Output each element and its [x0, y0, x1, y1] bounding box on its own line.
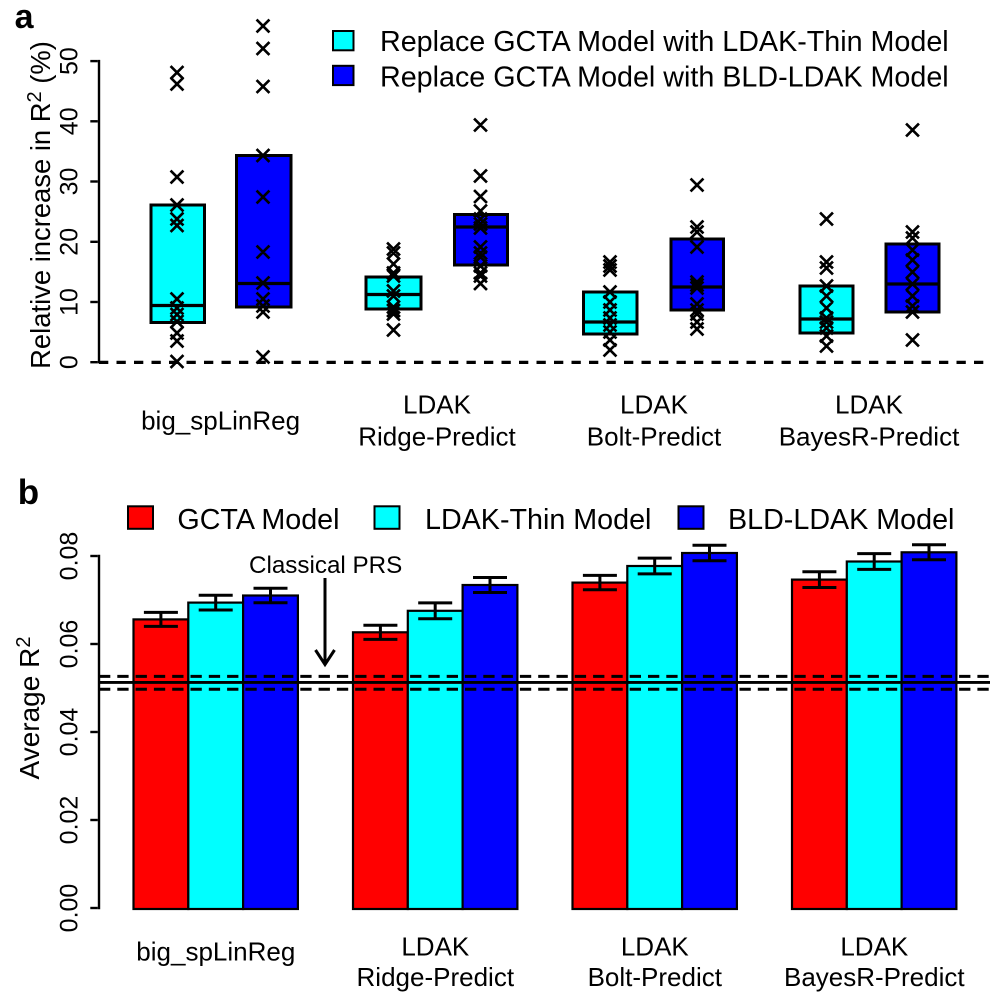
svg-text:LDAK: LDAK — [621, 932, 690, 962]
svg-text:LDAK: LDAK — [835, 390, 904, 420]
svg-text:0.00: 0.00 — [55, 884, 83, 933]
svg-text:GCTA Model: GCTA Model — [177, 504, 339, 536]
svg-text:Ridge-Predict: Ridge-Predict — [357, 962, 515, 992]
svg-text:0: 0 — [55, 355, 83, 369]
svg-text:a: a — [15, 0, 35, 36]
svg-text:Replace GCTA Model with BLD-LD: Replace GCTA Model with BLD-LDAK Model — [380, 62, 949, 94]
svg-text:LDAK: LDAK — [620, 390, 689, 420]
svg-text:10: 10 — [55, 288, 83, 316]
svg-text:BLD-LDAK Model: BLD-LDAK Model — [728, 504, 954, 536]
svg-text:BayesR-Predict: BayesR-Predict — [779, 422, 960, 452]
svg-text:Bolt-Predict: Bolt-Predict — [587, 422, 722, 452]
svg-text:0.06: 0.06 — [55, 620, 83, 669]
svg-text:0.08: 0.08 — [55, 532, 83, 581]
svg-text:40: 40 — [55, 107, 83, 135]
svg-text:30: 30 — [55, 168, 83, 196]
svg-text:LDAK: LDAK — [401, 932, 470, 962]
svg-text:20: 20 — [55, 228, 83, 256]
svg-text:big_spLinReg: big_spLinReg — [136, 937, 295, 967]
svg-text:LDAK: LDAK — [840, 932, 909, 962]
svg-text:LDAK-Thin Model: LDAK-Thin Model — [425, 504, 651, 536]
svg-text:Replace GCTA Model with LDAK-T: Replace GCTA Model with LDAK-Thin Model — [380, 26, 949, 58]
svg-text:0.04: 0.04 — [55, 708, 83, 757]
svg-text:Average R2: Average R2 — [13, 637, 45, 780]
svg-text:b: b — [18, 473, 39, 512]
svg-text:Classical PRS: Classical PRS — [249, 552, 402, 579]
svg-text:Relative increase in R2 (%): Relative increase in R2 (%) — [24, 41, 56, 369]
svg-text:LDAK: LDAK — [403, 390, 472, 420]
svg-text:Bolt-Predict: Bolt-Predict — [588, 962, 723, 992]
svg-text:50: 50 — [55, 47, 83, 75]
svg-text:0.02: 0.02 — [55, 796, 83, 845]
svg-text:Ridge-Predict: Ridge-Predict — [358, 422, 516, 452]
svg-text:BayesR-Predict: BayesR-Predict — [784, 962, 965, 992]
svg-text:big_spLinReg: big_spLinReg — [141, 406, 300, 436]
